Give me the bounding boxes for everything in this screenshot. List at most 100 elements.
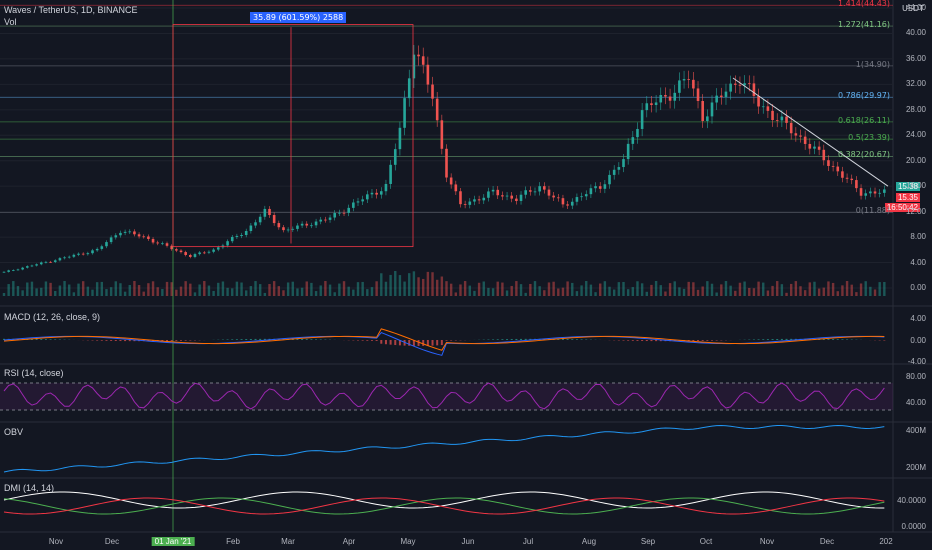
- volume-bar: [58, 285, 62, 296]
- x-axis-label: Nov: [759, 537, 775, 546]
- macd-histogram-bar: [180, 340, 182, 341]
- macd-histogram-bar: [175, 340, 178, 341]
- volume-bar: [370, 287, 374, 296]
- volume-bar: [263, 292, 267, 296]
- macd-histogram-bar: [226, 339, 229, 340]
- candle-body: [30, 265, 34, 267]
- candle-body: [692, 79, 695, 89]
- macd-histogram-bar: [561, 339, 564, 340]
- candle-body: [687, 79, 691, 80]
- candle-body: [743, 83, 746, 86]
- volume-bar: [361, 281, 364, 296]
- volume-bar: [538, 286, 541, 296]
- volume-bar: [612, 289, 616, 296]
- volume-bar: [519, 284, 523, 296]
- volume-bar: [487, 287, 490, 296]
- macd-histogram-bar: [627, 340, 630, 341]
- candle-body: [384, 183, 388, 192]
- volume-bar: [659, 285, 662, 296]
- candle-body: [189, 254, 192, 257]
- price-axis-label: 44.00: [905, 3, 926, 12]
- candle-body: [356, 201, 360, 203]
- volume-bar: [114, 281, 117, 296]
- macd-histogram-bar: [501, 339, 504, 340]
- candle-body: [650, 103, 653, 106]
- volume-bar: [217, 282, 220, 296]
- candle-body: [282, 227, 285, 231]
- volume-bar: [296, 288, 299, 296]
- candle-body: [603, 184, 607, 189]
- macd-histogram-bar: [711, 340, 713, 341]
- macd-histogram-bar: [659, 340, 662, 342]
- candle-body: [156, 242, 160, 244]
- macd-histogram-bar: [189, 340, 192, 341]
- candle-body: [128, 231, 132, 233]
- x-axis-label: Dec: [819, 537, 835, 546]
- candle-body: [272, 215, 276, 224]
- x-axis-label: Mar: [281, 537, 295, 546]
- candle-body: [244, 231, 248, 235]
- x-axis-label: Apr: [342, 537, 356, 546]
- candle-body: [473, 199, 476, 202]
- x-axis-label: Jul: [522, 537, 534, 546]
- candle-body: [286, 229, 290, 231]
- volume-bar: [30, 281, 34, 296]
- candle-body: [459, 191, 462, 205]
- macd-histogram-bar: [389, 340, 392, 345]
- volume-bar: [636, 281, 639, 296]
- volume-bar: [398, 275, 402, 296]
- volume-bar: [827, 281, 830, 296]
- volume-bar: [189, 283, 192, 296]
- volume-bar: [324, 281, 327, 296]
- candle-body: [226, 241, 229, 246]
- candle-body: [556, 197, 560, 199]
- volume-bar: [198, 284, 201, 296]
- volume-bar: [622, 281, 625, 296]
- volume-bar: [692, 282, 695, 296]
- candle-body: [654, 102, 658, 106]
- macd-histogram-bar: [776, 338, 779, 340]
- candle-body: [738, 84, 742, 86]
- volume-bar: [12, 281, 15, 296]
- macd-histogram-bar: [692, 340, 695, 342]
- volume-bar: [310, 282, 313, 296]
- volume-bar: [384, 281, 388, 296]
- volume-bar: [100, 281, 104, 296]
- candle-body: [184, 252, 187, 255]
- candle-body: [733, 83, 737, 85]
- macd-histogram-bar: [49, 339, 52, 340]
- candle-body: [589, 188, 593, 195]
- candle-body: [198, 252, 201, 255]
- macd-histogram-bar: [259, 338, 262, 340]
- macd-histogram-bar: [757, 339, 760, 340]
- volume-bar: [878, 282, 881, 296]
- volume-bar: [757, 281, 760, 296]
- volume-bar: [883, 281, 886, 296]
- candle-body: [212, 249, 215, 252]
- volume-bar: [319, 285, 322, 296]
- volume-bar: [748, 287, 751, 296]
- countdown-tag: 16:50:42: [884, 203, 920, 212]
- candle-body: [216, 247, 220, 250]
- volume-bar: [119, 283, 122, 296]
- candle-body: [636, 128, 639, 138]
- candle-body: [561, 198, 565, 205]
- candle-body: [361, 199, 364, 202]
- candle-body: [841, 171, 844, 178]
- macd-histogram-bar: [254, 338, 257, 340]
- candle-body: [468, 201, 472, 205]
- macd-histogram-bar: [506, 339, 509, 340]
- candle-body: [622, 159, 625, 168]
- volume-bar: [603, 281, 607, 296]
- x-axis-label: Jun: [461, 537, 475, 546]
- candle-body: [35, 264, 38, 266]
- volume-bar: [445, 281, 448, 296]
- candle-body: [682, 79, 686, 81]
- volume-bar: [422, 278, 425, 296]
- volume-bar: [841, 285, 844, 296]
- candle-body: [398, 127, 402, 150]
- macd-histogram-bar: [752, 339, 755, 340]
- volume-bar: [366, 289, 369, 296]
- volume-bar: [449, 283, 453, 296]
